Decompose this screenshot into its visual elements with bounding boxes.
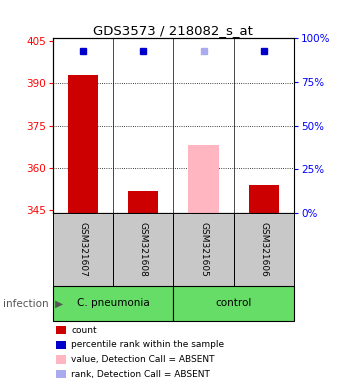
Bar — [173, 286, 294, 321]
Text: GSM321605: GSM321605 — [199, 222, 208, 277]
Bar — [68, 75, 98, 213]
Text: rank, Detection Call = ABSENT: rank, Detection Call = ABSENT — [71, 369, 210, 379]
Text: C. pneumonia: C. pneumonia — [77, 298, 149, 308]
Bar — [53, 286, 173, 321]
Bar — [188, 146, 219, 213]
Text: count: count — [71, 326, 97, 335]
Text: GSM321608: GSM321608 — [139, 222, 148, 277]
Bar — [53, 213, 113, 286]
Text: GSM321607: GSM321607 — [79, 222, 87, 277]
Text: GSM321606: GSM321606 — [259, 222, 268, 277]
Text: value, Detection Call = ABSENT: value, Detection Call = ABSENT — [71, 355, 215, 364]
Text: percentile rank within the sample: percentile rank within the sample — [71, 340, 224, 349]
Bar — [113, 213, 173, 286]
Bar — [173, 213, 234, 286]
Text: control: control — [216, 298, 252, 308]
Text: infection  ▶: infection ▶ — [3, 298, 64, 308]
Title: GDS3573 / 218082_s_at: GDS3573 / 218082_s_at — [94, 24, 253, 37]
Bar — [249, 185, 279, 213]
Bar — [128, 190, 158, 213]
Bar — [234, 213, 294, 286]
